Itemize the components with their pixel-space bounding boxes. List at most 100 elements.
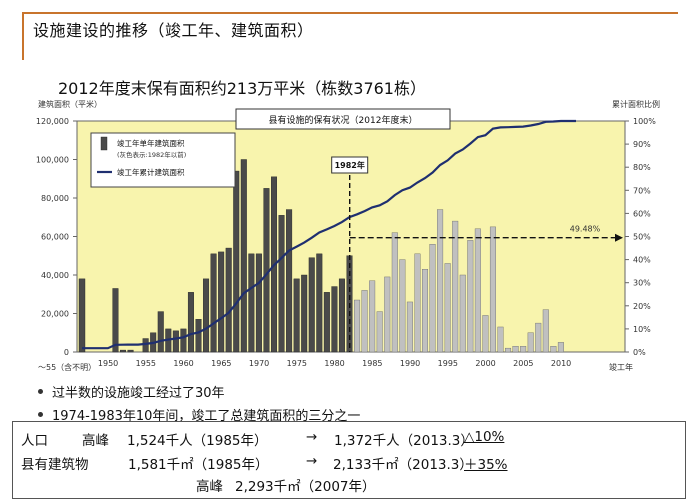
bar-1953	[127, 349, 134, 353]
bar-1955	[142, 338, 149, 353]
bullet-text: 过半数的设施竣工经过了30年	[52, 386, 225, 401]
bar-2004	[512, 346, 519, 353]
chart-title-box	[235, 108, 451, 130]
left-tick-label: 20,000	[41, 310, 69, 319]
bar-1991	[414, 253, 421, 353]
x-tick-label: 1960	[173, 359, 193, 368]
right-tick-label: 100%	[633, 117, 656, 126]
left-tick-label: 60,000	[41, 233, 69, 242]
median-label: 49.48%	[570, 225, 601, 234]
bar-1999	[474, 228, 481, 353]
bar-1993	[429, 243, 436, 353]
left-tick-label: 0	[64, 348, 69, 357]
right-tick-label: 20%	[633, 302, 651, 311]
left-tick-label: 40,000	[41, 271, 69, 280]
bar-1961	[187, 292, 194, 353]
construction-chart: 0 20,000 40,000 60,000 80,000 100,000 120,000 0…	[36, 99, 660, 372]
right-tick-label: 60%	[633, 209, 651, 218]
right-tick-label: 70%	[633, 186, 651, 195]
chart-title: 县有设施的保有状况（2012年度末）	[269, 114, 418, 126]
bar-1968	[240, 159, 247, 353]
right-tick-label: 0%	[633, 348, 646, 357]
population-from: 1,524千人（1985年）	[127, 433, 268, 449]
bar-unknown-year	[78, 278, 86, 353]
split-year-label: 1982年	[335, 160, 365, 170]
bar-1977	[308, 257, 315, 353]
bar-1959	[172, 330, 179, 353]
x-tick-label: 1970	[249, 359, 269, 368]
building-peak-value: 2,293千㎡（2007年）	[235, 479, 376, 495]
bar-1965	[218, 251, 225, 353]
bar-1983	[354, 299, 361, 353]
building-peak-label: 高峰	[196, 479, 223, 495]
bar-1970	[255, 253, 262, 353]
bar-1952	[119, 349, 126, 353]
bar-1990	[406, 301, 413, 353]
right-tick-label: 30%	[633, 279, 651, 288]
bar-1978	[316, 253, 323, 353]
building-label: 县有建筑物	[21, 457, 89, 473]
bar-1963	[203, 278, 210, 353]
bar-2006	[527, 332, 534, 353]
bar-1967	[233, 170, 240, 353]
title-rule-top	[22, 12, 678, 14]
x-tick-label: 1965	[211, 359, 231, 368]
bar-1985	[369, 280, 376, 353]
bar-1966	[225, 247, 232, 353]
bar-1992	[422, 269, 429, 353]
bar-1964	[210, 253, 217, 353]
right-tick-label: 10%	[633, 325, 651, 334]
bar-1960	[180, 328, 187, 353]
y-axis-title-right: 累计面积比例	[612, 99, 660, 109]
population-label: 人口	[21, 433, 48, 449]
bullet-dot-icon	[38, 389, 43, 394]
x-tick-label: 2005	[513, 359, 533, 368]
population-peak-label: 高峰	[82, 433, 109, 449]
bar-2007	[535, 322, 542, 353]
right-tick-label: 80%	[633, 163, 651, 172]
title-rule-left	[22, 12, 24, 60]
bar-2000	[482, 315, 489, 353]
median-arrow-icon	[615, 233, 623, 242]
population-to: 1,372千人（2013.3）	[334, 433, 474, 449]
bullet-item: 1974-1983年10年间，竣工了总建筑面积的三分之一	[38, 403, 360, 426]
x-tick-label: 1985	[362, 359, 382, 368]
bar-1987	[384, 276, 391, 353]
x-tick-label: 1990	[400, 359, 420, 368]
right-tick-label: 50%	[633, 233, 651, 242]
bar-1979	[323, 292, 330, 353]
bar-2003	[505, 347, 512, 353]
slide-title: 设施建设的推移（竣工年、建筑面积）	[33, 21, 314, 40]
left-tick-label: 80,000	[41, 194, 69, 203]
left-tick-label: 120,000	[36, 117, 69, 126]
slide-subtitle: 2012年度末保有面积约213万平米（栋数3761栋）	[58, 79, 426, 98]
x-tick-label: 2000	[475, 359, 495, 368]
bar-1973	[278, 215, 285, 353]
legend-line-label: 竣工年累计建筑面积	[117, 167, 185, 177]
bullet-list: 过半数的设施竣工经过了30年 1974-1983年10年间，竣工了总建筑面积的三…	[38, 380, 360, 426]
building-arrow: →	[306, 453, 318, 469]
x-tick-label: 2010	[551, 359, 571, 368]
bar-2002	[497, 326, 504, 353]
bar-2005	[520, 346, 527, 353]
legend-bar-note: (灰色表示:1982年以前)	[117, 150, 186, 159]
building-to: 2,133千㎡（2013.3）	[333, 457, 473, 473]
population-arrow: →	[306, 429, 318, 445]
bar-1984	[361, 290, 368, 353]
bar-1997	[459, 274, 466, 353]
bullet-text: 1974-1983年10年间，竣工了总建筑面积的三分之一	[52, 409, 361, 424]
bar-1996	[452, 220, 459, 353]
building-change: ＋35%	[464, 457, 508, 473]
x-tick-label: 1995	[438, 359, 458, 368]
legend-bar-swatch	[100, 136, 108, 151]
bullet-item: 过半数的设施竣工经过了30年	[38, 380, 360, 403]
bar-1969	[248, 253, 255, 353]
legend-bar-label: 竣工年单年建筑面积	[117, 138, 185, 148]
x-axis-title: 竣工年	[609, 362, 633, 372]
bar-1981	[338, 278, 345, 353]
right-tick-label: 40%	[633, 256, 651, 265]
building-from: 1,581千㎡（1985年）	[128, 457, 269, 473]
bar-1995	[444, 263, 451, 353]
bar-1951	[112, 288, 119, 353]
bar-1975	[293, 278, 300, 353]
